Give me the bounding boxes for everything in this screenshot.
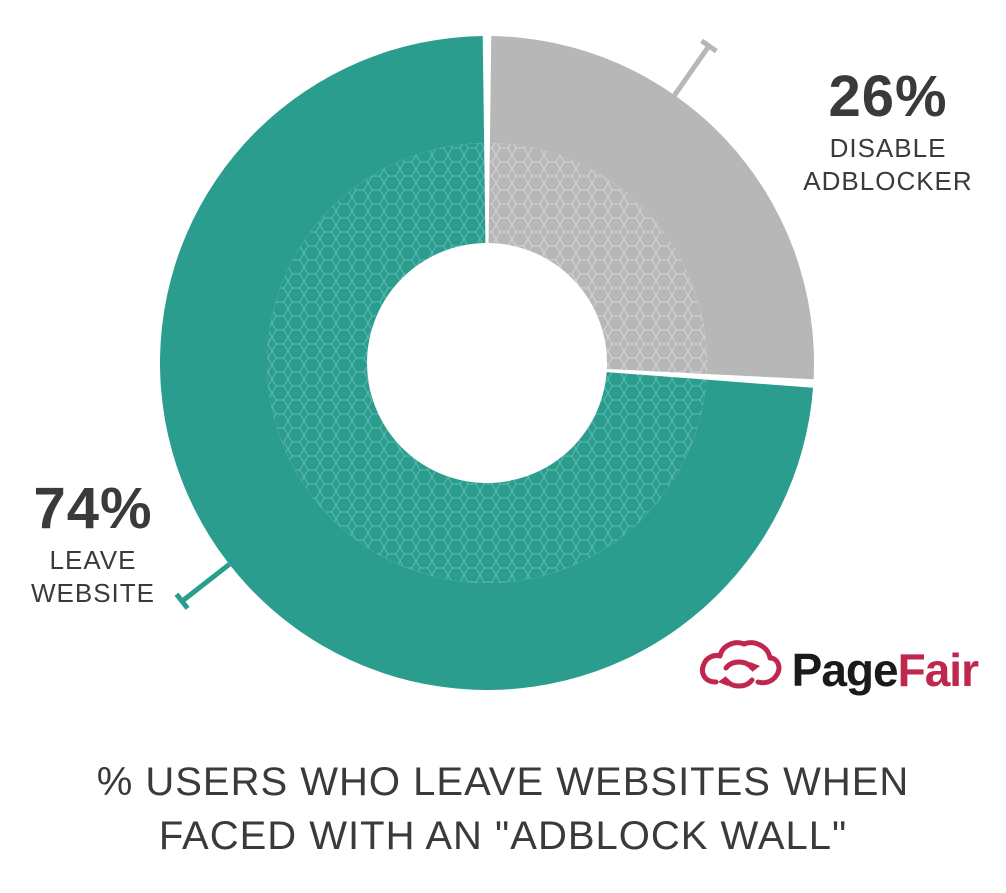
- pagefair-wordmark: PageFair: [792, 643, 978, 697]
- callout-disable-line1: DISABLE: [830, 133, 947, 163]
- leader-line-leave: [160, 36, 814, 690]
- callout-disable: 26% DISABLE ADBLOCKER: [788, 68, 988, 197]
- chart-title: % USERS WHO LEAVE WEBSITES WHEN FACED WI…: [0, 755, 1006, 863]
- pagefair-text-1: Page: [792, 644, 898, 696]
- callout-disable-pct: 26%: [788, 68, 988, 126]
- pagefair-text-2: Fair: [898, 644, 978, 696]
- pagefair-logo: PageFair: [696, 636, 978, 703]
- callout-disable-line2: ADBLOCKER: [803, 166, 972, 196]
- chart-title-line2: FACED WITH AN "ADBLOCK WALL": [159, 814, 847, 858]
- callout-leave: 74% LEAVE WEBSITE: [18, 480, 168, 609]
- callout-leave-line2: WEBSITE: [31, 578, 155, 608]
- pagefair-cloud-icon: [696, 636, 782, 703]
- callout-leave-label: LEAVE WEBSITE: [18, 544, 168, 609]
- callout-leave-line1: LEAVE: [50, 545, 137, 575]
- stage: 26% DISABLE ADBLOCKER 74% LEAVE WEBSITE: [0, 0, 1006, 893]
- chart-title-line1: % USERS WHO LEAVE WEBSITES WHEN: [97, 760, 910, 804]
- callout-disable-label: DISABLE ADBLOCKER: [788, 132, 988, 197]
- callout-leave-pct: 74%: [18, 480, 168, 538]
